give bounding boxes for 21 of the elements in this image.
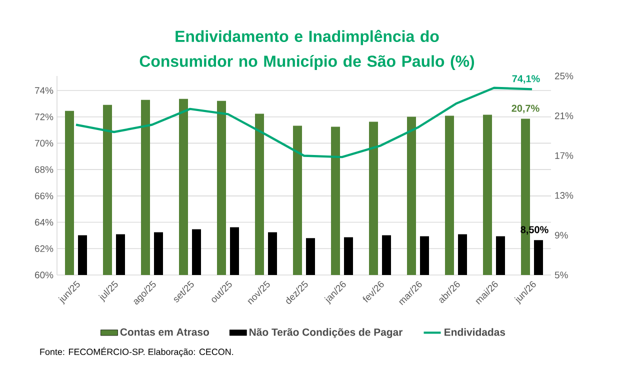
chart-title: Endividamento e Inadimplência do Consumidor no Município de São Paulo (%) <box>140 30 474 70</box>
legend-label: Endividadas <box>444 328 506 336</box>
y-tick-label: 64% <box>35 218 54 226</box>
y-tick-label: 72% <box>35 114 54 120</box>
y2-tick-label: 21% <box>554 112 574 120</box>
y-tick-label: 66% <box>35 192 54 200</box>
y-tick-label: 68% <box>35 166 54 173</box>
y-tick-label: 60% <box>35 272 54 278</box>
source-note: Fonte: FECOMÉRCIO-SP. Elaboração: CECON. <box>40 347 234 357</box>
y-tick-label: 70% <box>35 140 54 147</box>
legend-label: Contas em Atraso <box>120 328 210 336</box>
y-tick-label: 74% <box>35 87 54 94</box>
data-label: 74,1% <box>512 75 540 84</box>
y2-tick-label: 17% <box>555 152 574 159</box>
y2-tick-label: 5% <box>554 272 568 278</box>
y-tick-label: 62% <box>35 245 54 252</box>
y2-tick-label: 9% <box>554 232 568 239</box>
y2-tick-label: 13% <box>555 192 574 199</box>
legend-label: Não Terão Condições de Pagar <box>250 328 403 338</box>
y2-tick-label: 25% <box>554 72 574 80</box>
data-label: 20,7% <box>512 104 540 114</box>
